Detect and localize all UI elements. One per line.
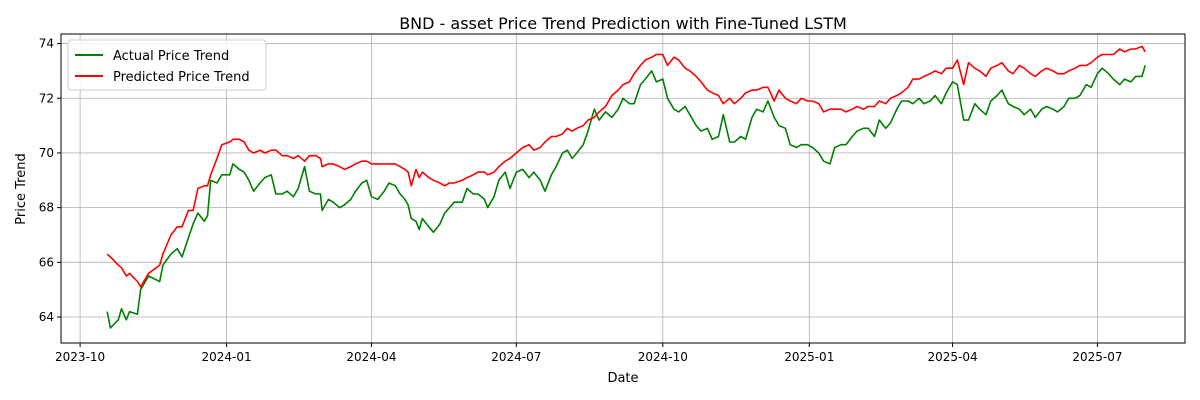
y-tick-label: 66 xyxy=(39,255,54,269)
x-tick-label: 2024-01 xyxy=(202,350,252,364)
x-tick-label: 2025-01 xyxy=(784,350,834,364)
grid xyxy=(61,34,1185,343)
legend-box xyxy=(67,39,267,91)
actual-price-trend-line xyxy=(106,65,1146,329)
x-tick-label: 2024-07 xyxy=(491,350,541,364)
chart-title: BND - asset Price Trend Prediction with … xyxy=(399,14,847,33)
predicted-price-trend-line xyxy=(106,45,1146,288)
x-tick-label: 2024-04 xyxy=(346,350,396,364)
series-layer xyxy=(106,45,1146,329)
x-tick-label: 2023-10 xyxy=(55,350,105,364)
y-axis-ticks: 64 66 68 70 72 74 xyxy=(39,37,61,324)
plot-frame xyxy=(60,33,1186,344)
legend: Actual Price Trend Predicted Price Trend xyxy=(67,39,267,91)
y-tick-label: 74 xyxy=(39,37,54,51)
y-tick-label: 70 xyxy=(39,146,54,160)
legend-label-predicted: Predicted Price Trend xyxy=(113,70,250,85)
y-axis-label: Price Trend xyxy=(14,153,29,224)
x-axis-label: Date xyxy=(607,371,638,386)
y-tick-label: 64 xyxy=(39,310,54,324)
x-tick-label: 2025-07 xyxy=(1072,350,1122,364)
y-tick-label: 68 xyxy=(39,201,54,215)
y-tick-label: 72 xyxy=(39,91,54,105)
x-tick-label: 2024-10 xyxy=(638,350,688,364)
x-tick-label: 2025-04 xyxy=(927,350,977,364)
x-axis-ticks: 2023-10 2024-01 2024-04 2024-07 2024-10 2025-… xyxy=(55,343,1123,364)
legend-label-actual: Actual Price Trend xyxy=(113,49,229,64)
